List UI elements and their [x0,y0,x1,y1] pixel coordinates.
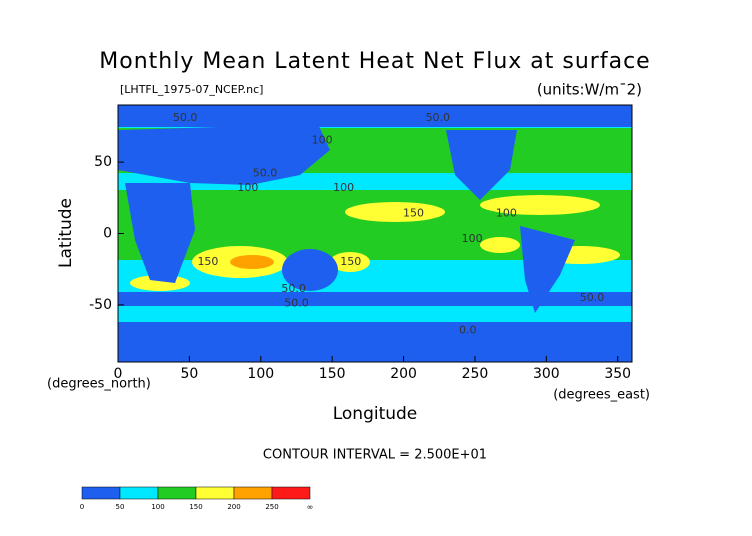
contour-label: 50.0 [173,111,198,124]
colorbar-segment [119,486,159,500]
map-fill [230,255,274,269]
x-tick-label: 300 [533,366,560,382]
x-axis-label: Longitude [333,404,418,424]
contour-label: 150 [197,255,218,268]
contour-label: 50.0 [284,296,309,309]
x-tick-label: 200 [390,366,417,382]
source: [LHTFL_1975-07_NCEP.nc] [120,83,263,96]
x-unit: (degrees_east) [553,388,650,403]
colorbar-label: 100 [151,503,164,511]
map-fill [118,292,632,306]
x-tick-label: 150 [319,366,346,382]
contour-label: 50.0 [281,282,306,295]
map-fill [282,249,338,291]
map-fill [446,130,517,200]
colorbar-segment [157,486,197,500]
colorbar-segment [195,486,235,500]
map-fill [480,237,520,253]
contour-label: 50.0 [253,167,278,180]
x-tick-label: 100 [247,366,274,382]
chart-title: Monthly Mean Latent Heat Net Flux at sur… [99,49,650,74]
map-fill [330,252,370,272]
map [118,105,632,362]
colorbar-label: 50 [116,503,125,511]
map-fill [118,322,632,362]
map-fill [118,105,632,127]
colorbar-end-label: ∞ [307,503,314,512]
contour-label: 100 [496,207,517,220]
colorbar-label: 200 [227,503,240,511]
contour-label: 0.0 [459,324,477,337]
y-tick-label: -50 [89,297,112,313]
y-axis-label: Latitude [56,198,76,268]
x-tick-label: 250 [462,366,489,382]
map-fill [345,202,445,222]
x-tick-label: 50 [180,366,198,382]
contour-label: 100 [312,134,333,147]
y-tick-label: 50 [94,154,112,170]
x-tick-label: 0 [114,366,123,382]
colorbar-label: 150 [189,503,202,511]
units: (units:W/m¯2) [537,81,642,99]
map-fill [125,183,195,283]
colorbar-segment [271,486,311,500]
contour-label: 150 [340,255,361,268]
contour-label: 150 [403,207,424,220]
map-fill [118,124,330,185]
contour-label: 50.0 [580,291,605,304]
colorbar-segment [81,486,121,500]
colorbar-label: 250 [265,503,278,511]
colorbar-segment [233,486,273,500]
contour-note: CONTOUR INTERVAL = 2.500E+01 [263,448,487,463]
y-unit: (degrees_north) [47,377,151,392]
contour-label: 50.0 [426,111,451,124]
map-fill [480,195,600,215]
colorbar-label: 0 [80,503,84,511]
contour-label: 100 [237,181,258,194]
contour-label: 100 [333,181,354,194]
y-tick-label: 0 [103,226,112,242]
map-fill [520,226,575,313]
contour-label: 100 [462,232,483,245]
x-tick-label: 350 [604,366,631,382]
